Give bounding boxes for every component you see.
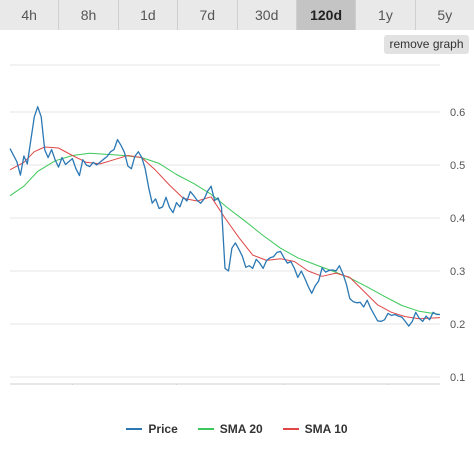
sma20-line [9, 152, 441, 315]
tab-1y[interactable]: 1y [356, 0, 416, 30]
legend-item-sma10[interactable]: SMA 10 [282, 422, 348, 436]
tab-5y[interactable]: 5y [415, 0, 474, 30]
y-tick-label: 0.1 [450, 372, 465, 384]
tab-8h[interactable]: 8h [59, 0, 119, 30]
y-tick-label: 0.5 [450, 160, 465, 172]
tab-30d[interactable]: 30d [237, 0, 297, 30]
tab-1d[interactable]: 1d [118, 0, 179, 30]
legend-swatch-price [126, 428, 143, 430]
tab-120d[interactable]: 120d [296, 0, 357, 30]
price-chart: 0.10.20.30.40.50.6Sep '25Oct '25Nov '25D… [9, 64, 465, 385]
legend-label-sma20: SMA 20 [219, 422, 263, 436]
y-tick-label: 0.4 [450, 213, 465, 225]
price-line [9, 106, 440, 327]
legend-swatch-sma10 [282, 428, 299, 430]
tab-7d[interactable]: 7d [178, 0, 238, 30]
legend-label-price: Price [148, 422, 178, 436]
y-tick-label: 0.6 [450, 107, 465, 119]
y-tick-label: 0.2 [450, 319, 465, 331]
legend-label-sma10: SMA 10 [304, 422, 348, 436]
timeframe-tabs: 4h 8h 1d 7d 30d 120d 1y 5y [0, 0, 474, 30]
tab-4h[interactable]: 4h [0, 0, 60, 30]
legend-item-price[interactable]: Price [126, 422, 178, 436]
legend-item-sma20[interactable]: SMA 20 [197, 422, 263, 436]
remove-graph-button[interactable]: remove graph [384, 35, 469, 54]
y-tick-label: 0.3 [450, 266, 465, 278]
chart-legend: Price SMA 20 SMA 10 [0, 418, 474, 440]
legend-swatch-sma20 [197, 428, 214, 430]
sma10-line [9, 146, 441, 320]
